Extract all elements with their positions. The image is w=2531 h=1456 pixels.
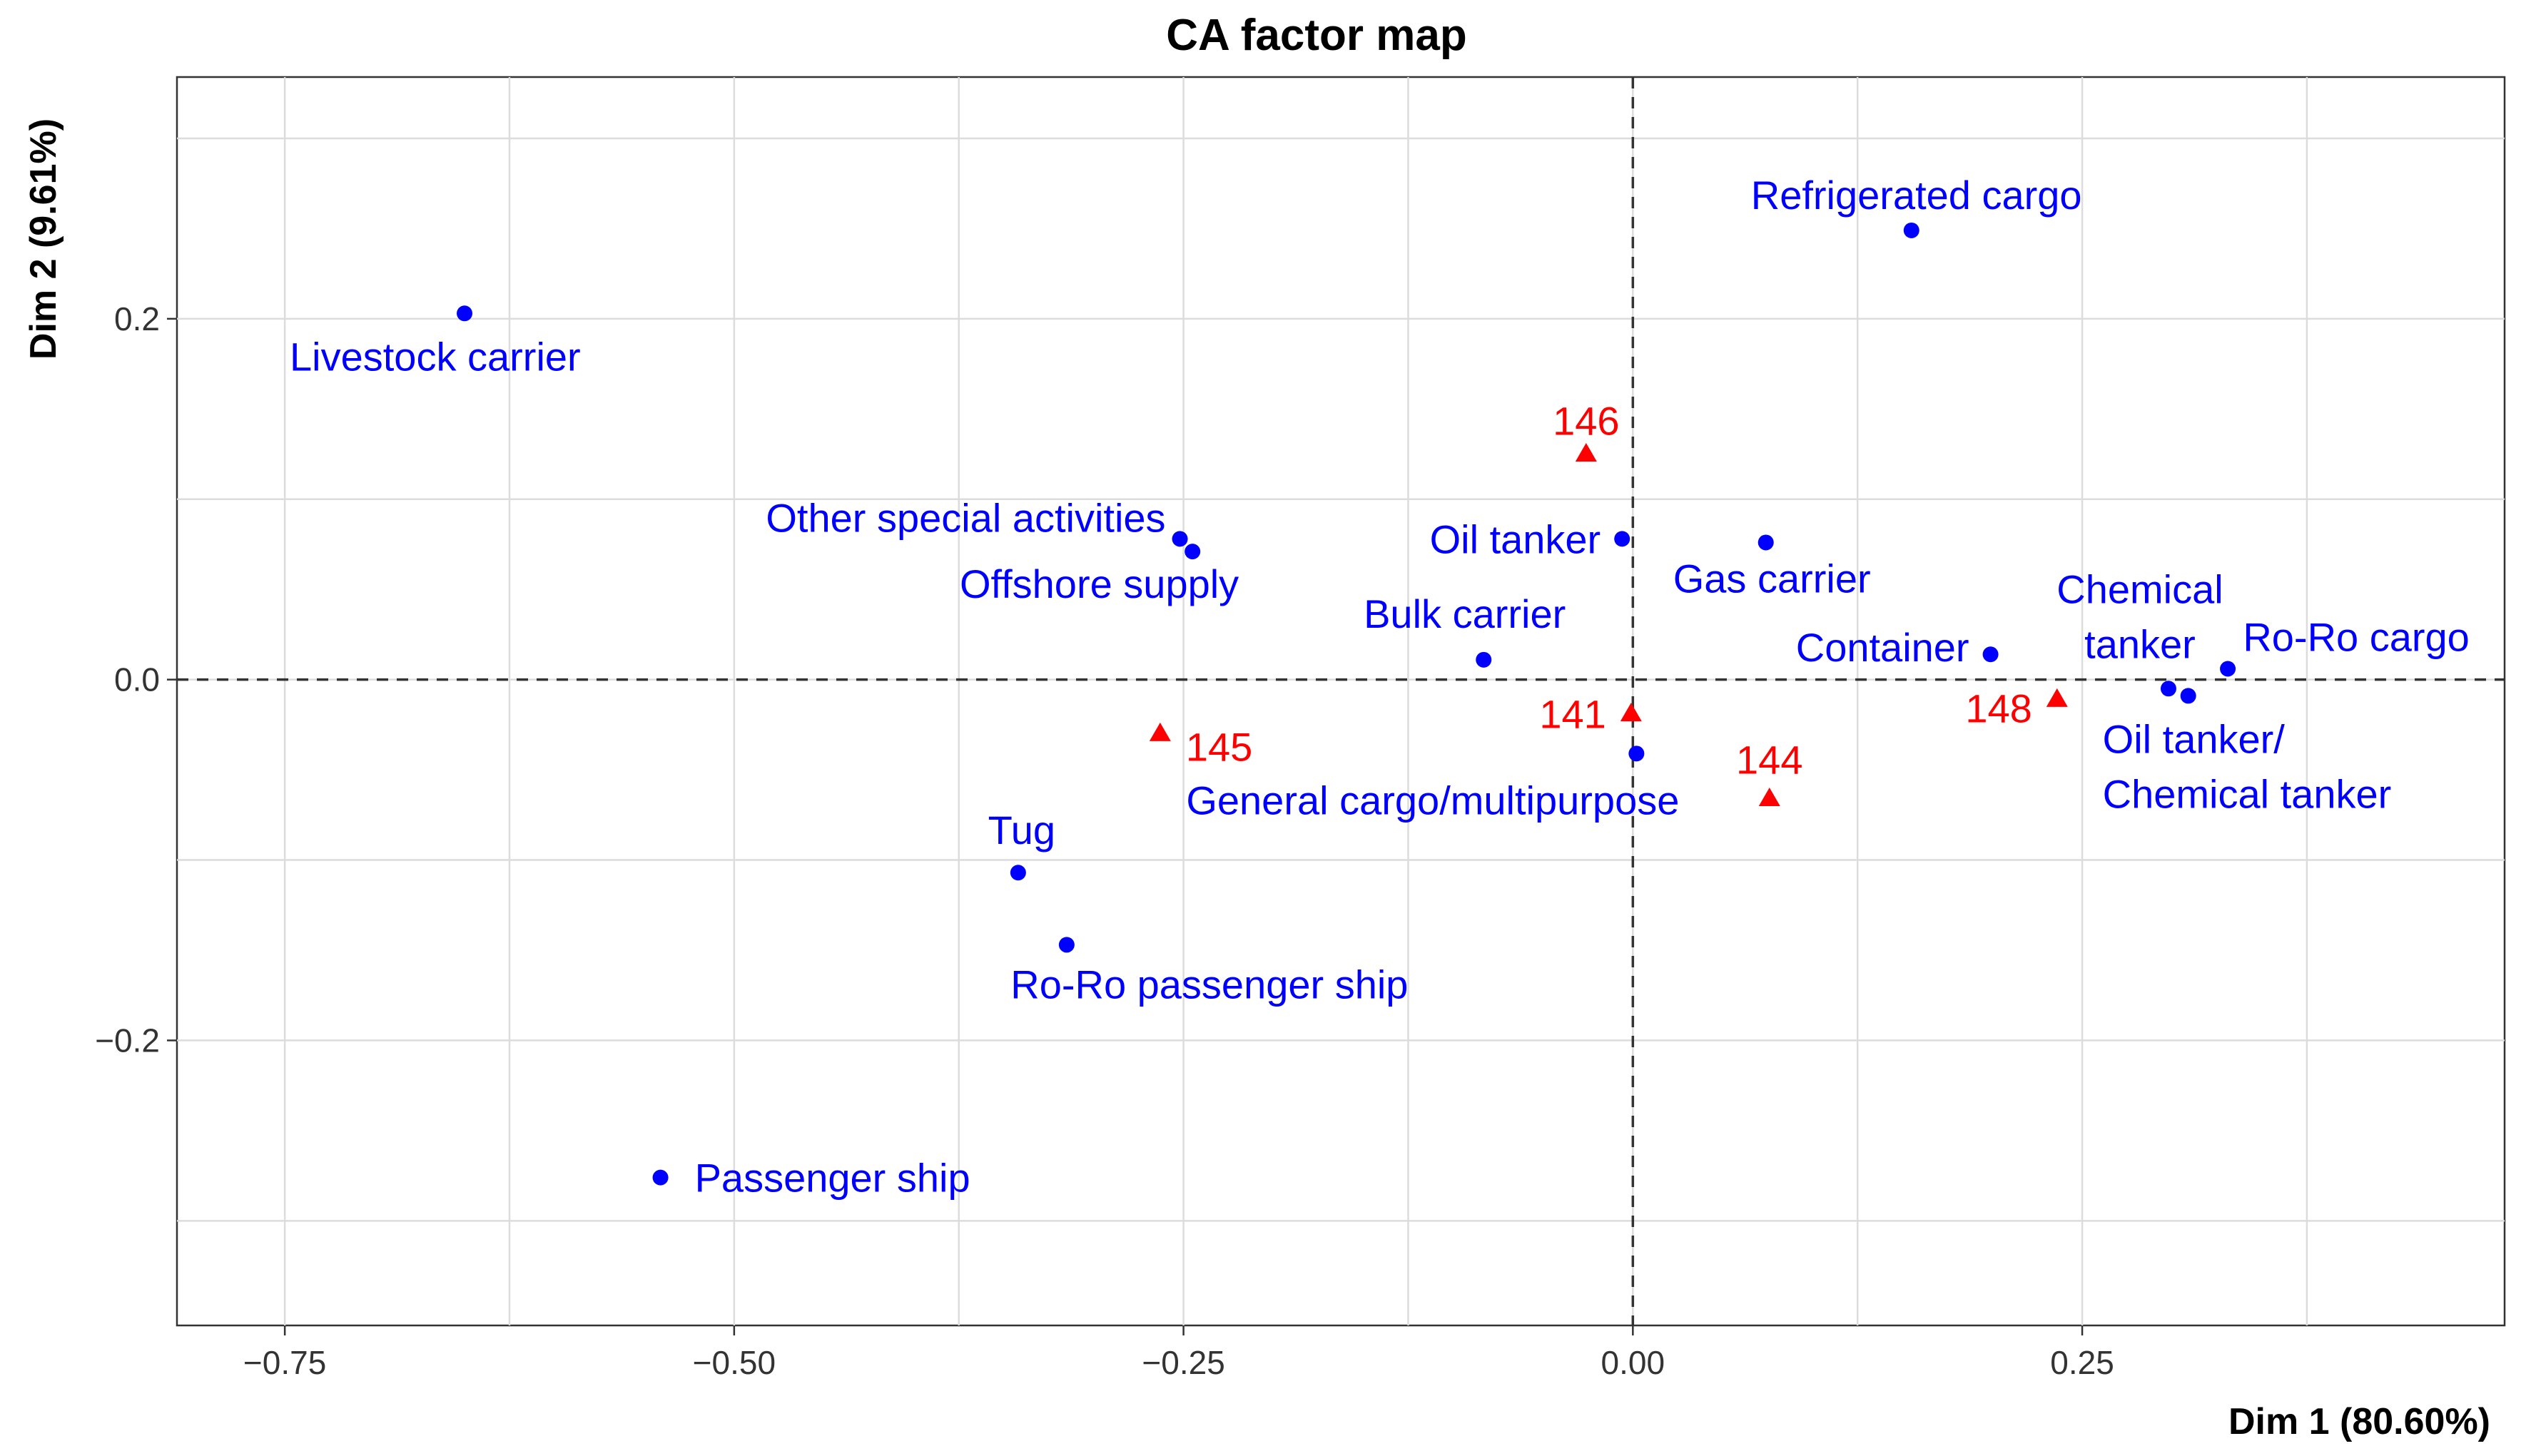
point-ship-type xyxy=(1628,745,1645,762)
point-ship-type xyxy=(1172,531,1188,547)
data-label: Chemical tanker xyxy=(2056,566,2223,666)
data-label: Gas carrier xyxy=(1673,556,1871,601)
x-axis-title: Dim 1 (80.60%) xyxy=(2228,1401,2490,1442)
point-triangle xyxy=(1575,442,1597,462)
x-tick-label: −0.25 xyxy=(1142,1344,1224,1381)
point-ship-type xyxy=(1982,646,1999,663)
plot-panel xyxy=(176,76,2506,1327)
x-tick-label: 0.00 xyxy=(1601,1344,1665,1381)
point-ship-type xyxy=(1614,531,1630,547)
data-labels: Livestock carrier Refrigerated cargo Other… xyxy=(290,173,2470,1201)
y-tick-label: 0.0 xyxy=(114,661,160,698)
point-ship-type xyxy=(2180,688,2196,704)
point-ship-type xyxy=(1758,534,1774,551)
point-ship-type xyxy=(1185,544,1201,560)
data-label: General cargo/multipurpose xyxy=(1186,778,1679,823)
point-ship-type xyxy=(1010,865,1026,881)
data-label: 148 xyxy=(1965,686,2032,730)
data-label-line: Chemical tanker xyxy=(2103,771,2392,816)
chart-title: CA factor map xyxy=(1166,11,1466,60)
axis-ticks: −0.75 −0.50 −0.25 0.00 0.25 −0.2 0.0 0.2 xyxy=(95,300,2114,1381)
point-ship-type xyxy=(1058,937,1075,953)
point-triangle xyxy=(1620,703,1642,722)
point-triangle xyxy=(2046,688,2068,707)
data-label: Ro-Ro passenger ship xyxy=(1010,962,1408,1007)
reference-lines xyxy=(177,77,2505,1325)
plot-border xyxy=(176,76,2506,1327)
point-triangle xyxy=(1758,787,1780,806)
data-label: Passenger ship xyxy=(695,1156,970,1201)
point-ship-type xyxy=(1476,651,1492,668)
data-label: Offshore supply xyxy=(960,561,1239,606)
x-tick-label: −0.50 xyxy=(693,1344,776,1381)
data-label: Oil tanker xyxy=(1430,516,1601,561)
x-tick-label: 0.25 xyxy=(2050,1344,2114,1381)
data-label-line: Oil tanker/ xyxy=(2103,716,2286,761)
point-ship-type xyxy=(1903,222,1919,238)
data-label: Oil tanker/Chemical tanker xyxy=(2103,716,2392,816)
data-label-line: tanker xyxy=(2084,621,2196,666)
point-ship-type xyxy=(2160,681,2176,697)
data-label: Refrigerated cargo xyxy=(1751,173,2082,218)
data-label: Tug xyxy=(988,808,1055,852)
data-label: 146 xyxy=(1553,399,1619,444)
y-axis-title: Dim 2 (9.61%) xyxy=(23,118,64,360)
x-tick-label: −0.75 xyxy=(243,1344,326,1381)
data-label: Other special activities xyxy=(766,495,1165,540)
data-label-line: Chemical xyxy=(2056,566,2223,611)
data-label: Container xyxy=(1796,625,1969,670)
data-label: Livestock carrier xyxy=(290,334,581,379)
point-ship-type xyxy=(652,1169,669,1186)
data-label: 145 xyxy=(1186,725,1252,770)
data-label: 144 xyxy=(1736,738,1802,783)
point-ship-type xyxy=(457,305,473,322)
point-ship-type xyxy=(2220,661,2236,677)
data-label: Bulk carrier xyxy=(1364,591,1566,636)
point-triangle xyxy=(1149,722,1171,741)
y-tick-label: −0.2 xyxy=(95,1022,160,1059)
data-points xyxy=(457,222,2236,1186)
data-label: Ro-Ro cargo xyxy=(2243,614,2469,659)
y-tick-label: 0.2 xyxy=(114,300,160,337)
data-label: 141 xyxy=(1539,692,1606,737)
